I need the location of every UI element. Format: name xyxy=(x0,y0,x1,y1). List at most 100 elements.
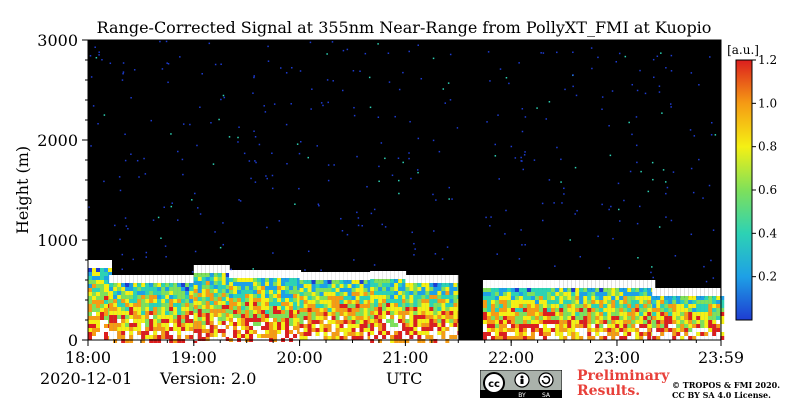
signal-cell xyxy=(121,319,126,323)
signal-cell xyxy=(229,326,234,330)
signal-cell xyxy=(441,283,446,287)
signal-cell xyxy=(96,288,100,292)
signal-cell xyxy=(611,280,616,284)
signal-cell xyxy=(201,325,206,329)
signal-cell xyxy=(595,316,600,320)
signal-cell xyxy=(257,290,262,294)
signal-cell xyxy=(445,295,450,299)
signal-cell xyxy=(668,332,673,336)
signal-cell xyxy=(185,331,190,335)
signal-cell xyxy=(241,330,246,334)
signal-cell xyxy=(209,293,214,297)
signal-cell xyxy=(417,299,422,303)
signal-cell xyxy=(490,328,495,332)
signal-cell xyxy=(684,292,689,296)
signal-cell xyxy=(615,300,620,304)
signal-cell xyxy=(445,275,450,279)
signal-cell xyxy=(355,304,360,308)
signal-cell xyxy=(347,272,352,276)
signal-cell xyxy=(104,272,108,276)
signal-cell xyxy=(405,295,410,299)
signal-speckle xyxy=(609,154,612,157)
signal-cell xyxy=(522,336,527,340)
signal-cell xyxy=(409,299,414,303)
signal-cell xyxy=(656,288,661,292)
signal-speckle xyxy=(248,160,251,162)
signal-cell xyxy=(498,280,503,284)
signal-cell xyxy=(700,308,705,312)
signal-cell xyxy=(339,304,344,308)
signal-cell xyxy=(261,318,266,322)
signal-cell xyxy=(619,332,624,336)
signal-cell xyxy=(201,337,206,341)
signal-cell xyxy=(339,312,344,316)
signal-cell xyxy=(88,264,92,268)
signal-speckle xyxy=(271,174,274,177)
signal-cell xyxy=(297,318,302,322)
signal-cell xyxy=(217,309,222,313)
signal-cell xyxy=(92,328,96,332)
signal-cell xyxy=(249,314,254,318)
signal-cell xyxy=(494,300,499,304)
signal-speckle xyxy=(191,199,193,201)
signal-cell xyxy=(668,288,673,292)
signal-cell xyxy=(542,280,547,284)
signal-cell xyxy=(129,299,134,303)
preliminary-text-1: Preliminary xyxy=(577,368,670,384)
signal-cell xyxy=(623,280,628,284)
signal-cell xyxy=(133,275,138,279)
signal-speckle xyxy=(656,55,659,58)
signal-cell xyxy=(571,284,576,288)
signal-speckle xyxy=(327,101,329,104)
signal-cell xyxy=(591,336,596,340)
signal-cell xyxy=(490,332,495,336)
signal-cell xyxy=(249,278,254,282)
signal-cell xyxy=(261,278,266,282)
signal-cell xyxy=(518,288,523,292)
signal-cell xyxy=(335,280,340,284)
signal-cell xyxy=(293,330,298,334)
signal-cell xyxy=(510,316,515,320)
signal-cell xyxy=(664,296,669,300)
signal-cell xyxy=(133,319,138,323)
signal-speckle xyxy=(446,246,449,248)
signal-cell xyxy=(100,320,104,324)
signal-cell xyxy=(425,299,430,303)
signal-cell xyxy=(347,304,352,308)
signal-cell xyxy=(405,311,410,315)
signal-cell xyxy=(261,270,266,274)
signal-cell xyxy=(425,339,430,343)
signal-speckle xyxy=(524,243,526,246)
signal-cell xyxy=(217,301,222,305)
signal-cell xyxy=(398,331,403,335)
signal-cell xyxy=(656,332,661,336)
signal-cell xyxy=(595,332,600,336)
signal-cell xyxy=(289,302,294,306)
signal-cell xyxy=(672,332,677,336)
signal-speckle xyxy=(647,190,650,193)
signal-cell xyxy=(169,303,174,307)
signal-speckle xyxy=(291,67,293,69)
signal-cell xyxy=(486,336,491,340)
signal-cell xyxy=(429,311,434,315)
signal-cell xyxy=(293,306,298,310)
signal-cell xyxy=(413,327,418,331)
signal-cell xyxy=(92,308,96,312)
signal-cell xyxy=(217,329,222,333)
signal-cell xyxy=(269,286,274,290)
signal-cell xyxy=(343,328,348,332)
signal-cell xyxy=(526,280,531,284)
signal-cell xyxy=(137,315,142,319)
signal-cell xyxy=(169,335,174,339)
signal-cell xyxy=(546,316,551,320)
signal-cell xyxy=(335,312,340,316)
signal-cell xyxy=(603,336,608,340)
signal-cell xyxy=(285,290,290,294)
signal-cell xyxy=(615,324,620,328)
signal-cell xyxy=(117,283,122,287)
signal-cell xyxy=(486,308,491,312)
signal-cell xyxy=(319,328,324,332)
signal-cell xyxy=(445,323,450,327)
signal-cell xyxy=(281,322,286,326)
signal-cell xyxy=(141,327,146,331)
